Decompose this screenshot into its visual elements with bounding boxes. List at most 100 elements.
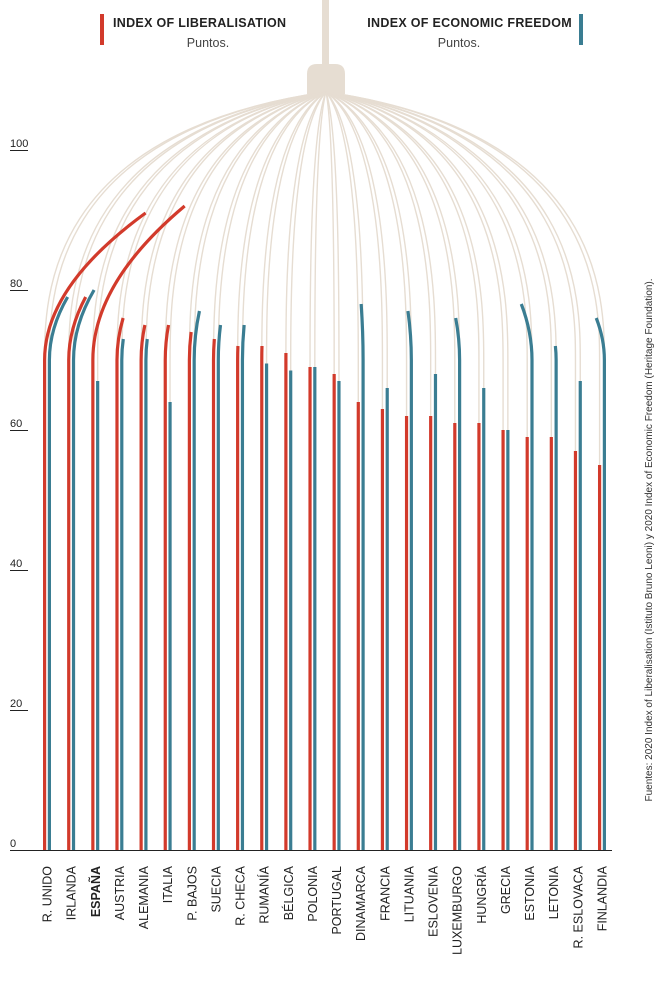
- bar-economic-freedom: [71, 289, 96, 850]
- bar-economic-freedom: [120, 338, 125, 850]
- bar-liberalisation: [187, 331, 193, 850]
- cage-wire: [325, 91, 557, 850]
- cage-wire: [169, 91, 327, 850]
- legend-freedom-subtitle: Puntos.: [438, 36, 480, 50]
- cage-wire: [325, 91, 456, 850]
- bar-liberalisation: [211, 338, 216, 850]
- y-tick-label: 40: [10, 558, 22, 570]
- bar-economic-freedom: [454, 317, 462, 850]
- bars: [43, 204, 606, 850]
- cage-wires: [43, 91, 606, 850]
- cage-wire: [325, 91, 384, 850]
- category-label: GRECIA: [499, 865, 513, 914]
- bar-economic-freedom: [359, 303, 365, 850]
- cage-wire: [145, 91, 327, 850]
- category-label: ESPAÑA: [88, 866, 103, 917]
- y-tick-label: 100: [10, 138, 28, 150]
- category-label: LITUANIA: [402, 865, 416, 922]
- category-label: RUMANÍA: [257, 865, 272, 923]
- category-label: SUECIA: [209, 865, 223, 912]
- cage-wire: [325, 91, 553, 850]
- bar-economic-freedom: [240, 324, 246, 850]
- bar-economic-freedom: [216, 324, 223, 850]
- bar-economic-freedom: [406, 310, 413, 850]
- category-labels: R. UNIDO IRLANDA ESPAÑA AUSTRIA ALEMANIA ITAL…: [41, 865, 610, 955]
- y-axis: 0 20 40 60 80 100: [10, 138, 28, 851]
- cage-top-knob: [307, 64, 345, 94]
- legend-liberalisation-title: INDEX OF LIBERALISATION: [113, 16, 286, 30]
- cage-wire: [325, 91, 528, 850]
- bar-liberalisation: [163, 324, 171, 850]
- legend-liberalisation-swatch: [100, 14, 104, 45]
- cage-wire: [309, 91, 327, 850]
- category-label: ESTONIA: [523, 865, 537, 920]
- cage-wire: [325, 91, 359, 850]
- cage-wire: [261, 91, 327, 850]
- category-label: ITALIA: [161, 865, 175, 903]
- cage-wire: [290, 91, 327, 850]
- legend-freedom-title: INDEX OF ECONOMIC FREEDOM: [367, 16, 572, 30]
- cage-wire: [96, 91, 327, 850]
- category-label: PORTUGAL: [330, 866, 344, 935]
- cage-wire: [325, 91, 480, 850]
- legend: INDEX OF LIBERALISATION Puntos. INDEX OF…: [100, 14, 583, 50]
- cage-wire: [48, 91, 327, 850]
- category-label: P. BAJOS: [185, 866, 199, 921]
- bar-liberalisation: [67, 296, 88, 850]
- cage-wire: [188, 91, 327, 850]
- category-label: FRANCIA: [378, 865, 392, 921]
- cage-wire: [325, 91, 432, 850]
- cage-hook: [322, 0, 329, 66]
- cage-decoration: [43, 0, 606, 850]
- cage-wire: [325, 91, 509, 850]
- cage-wire: [116, 91, 327, 850]
- bar-liberalisation: [91, 204, 186, 850]
- bar-liberalisation: [139, 324, 147, 850]
- cage-wire: [325, 91, 601, 850]
- bar-economic-freedom: [594, 317, 606, 850]
- cage-wire: [325, 91, 388, 850]
- cage-wire: [325, 91, 581, 850]
- category-label: FINLANDIA: [595, 865, 609, 931]
- source-note: Fuentes: 2020 Index of Liberalisation (I…: [644, 278, 655, 801]
- cage-wire: [325, 91, 461, 850]
- cage-wire: [325, 91, 340, 850]
- category-label: AUSTRIA: [113, 865, 127, 920]
- category-label: DINAMARCA: [354, 865, 368, 941]
- cage-wire: [285, 91, 327, 850]
- cage-wire: [325, 91, 485, 850]
- cage-wire: [265, 91, 327, 850]
- category-label: ALEMANIA: [137, 865, 151, 929]
- cage-wire: [314, 91, 327, 850]
- cage-wire: [325, 91, 437, 850]
- legend-freedom-swatch: [579, 14, 583, 45]
- category-label: LETONIA: [547, 865, 561, 919]
- cage-wire: [121, 91, 327, 850]
- bar-economic-freedom: [519, 303, 534, 850]
- bar-liberalisation: [43, 211, 147, 850]
- bar-liberalisation: [115, 317, 125, 850]
- cage-wire: [325, 91, 606, 850]
- category-label: IRLANDA: [65, 865, 79, 920]
- category-label: R. CHECA: [234, 865, 248, 925]
- category-label: R. ESLOVACA: [571, 865, 585, 948]
- category-label: POLONIA: [306, 865, 320, 921]
- y-tick-label: 0: [10, 838, 16, 850]
- cage-wire: [43, 91, 327, 850]
- y-tick-label: 20: [10, 698, 22, 710]
- cage-wire: [72, 91, 327, 850]
- bar-economic-freedom: [192, 310, 201, 850]
- y-tick-label: 80: [10, 278, 22, 290]
- category-label: LUXEMBURGO: [451, 866, 465, 955]
- y-tick-label: 60: [10, 418, 22, 430]
- bar-economic-freedom: [553, 345, 558, 850]
- cage-wire: [325, 91, 408, 850]
- legend-liberalisation-subtitle: Puntos.: [187, 36, 229, 50]
- bar-economic-freedom: [47, 296, 70, 850]
- category-label: BÉLGICA: [281, 865, 296, 920]
- cage-wire: [325, 91, 504, 850]
- category-label: ESLOVENIA: [427, 865, 441, 937]
- cage-wire: [325, 91, 335, 850]
- bar-economic-freedom: [144, 338, 149, 850]
